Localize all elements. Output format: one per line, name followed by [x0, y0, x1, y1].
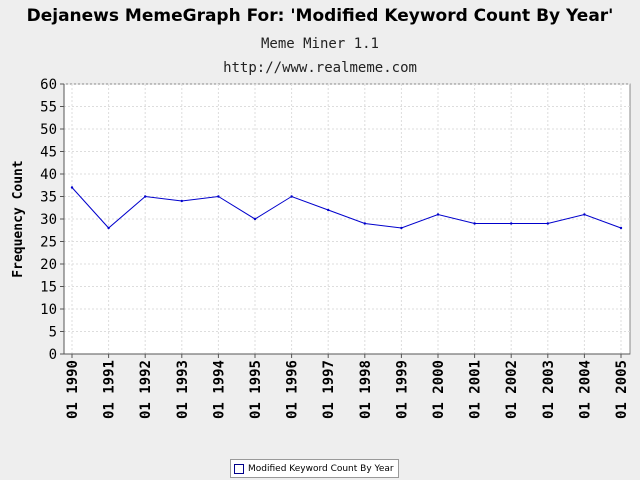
- legend-label: Modified Keyword Count By Year: [248, 463, 394, 474]
- y-axis-label: Frequency Count: [11, 160, 26, 277]
- series-lines: [70, 186, 623, 230]
- x-tick-label-11: 01 2001: [468, 360, 484, 419]
- data-point-0-8: [363, 222, 366, 225]
- data-point-0-9: [400, 226, 403, 230]
- x-tick-label-5: 01 1995: [248, 360, 264, 419]
- x-tick-label-6: 01 1996: [285, 360, 301, 419]
- data-point-0-5: [253, 217, 257, 221]
- grid-lines: [64, 83, 630, 355]
- data-point-0-4: [217, 195, 220, 198]
- x-tick-label-12: 01 2002: [504, 360, 520, 419]
- data-point-0-13: [546, 222, 549, 225]
- x-tick-label-14: 01 2004: [577, 360, 593, 419]
- x-tick-label-9: 01 1999: [394, 360, 410, 419]
- data-point-0-1: [107, 226, 110, 230]
- y-tick-label-11: 55: [40, 100, 57, 116]
- chart-title: Dejanews MemeGraph For: 'Modified Keywor…: [26, 6, 614, 26]
- x-tick-label-0: 01 1990: [65, 360, 81, 419]
- y-tick-label-1: 5: [49, 325, 57, 341]
- y-tick-label-5: 25: [40, 235, 57, 251]
- data-point-0-3: [180, 199, 183, 203]
- x-tick-label-15: 01 2005: [614, 360, 630, 419]
- y-tick-label-4: 20: [40, 257, 57, 273]
- x-tick-label-1: 01 1991: [102, 360, 118, 419]
- x-tick-label-4: 01 1994: [211, 360, 227, 419]
- data-point-0-15: [619, 226, 623, 230]
- x-tick-label-10: 01 2000: [431, 360, 447, 419]
- y-tick-label-0: 0: [49, 347, 57, 363]
- y-tick-label-8: 40: [40, 167, 57, 183]
- data-point-0-10: [436, 213, 440, 216]
- data-point-0-14: [583, 213, 586, 216]
- data-point-0-12: [510, 222, 513, 225]
- chart-subtitle-1: Meme Miner 1.1: [260, 36, 379, 52]
- y-tick-labels: 0 5 10 15 20 25 30 35 40 45 50 55 60: [40, 77, 64, 363]
- data-point-0-7: [327, 208, 330, 212]
- chart-subtitle-2: http://www.realmeme.com: [223, 60, 417, 76]
- legend: Modified Keyword Count By Year: [230, 459, 399, 478]
- x-tick-label-2: 01 1992: [138, 360, 154, 419]
- x-tick-label-13: 01 2003: [541, 360, 557, 419]
- y-tick-label-2: 10: [40, 302, 57, 318]
- y-tick-label-9: 45: [40, 145, 57, 161]
- y-tick-label-10: 50: [40, 122, 57, 138]
- y-tick-label-3: 15: [40, 280, 57, 296]
- plot-area: [63, 83, 631, 355]
- x-tick-label-7: 01 1997: [321, 360, 337, 419]
- data-point-0-6: [290, 195, 293, 198]
- data-point-0-2: [144, 195, 147, 198]
- x-tick-label-8: 01 1998: [358, 360, 374, 419]
- x-tick-label-3: 01 1993: [175, 360, 191, 419]
- data-point-0-0: [70, 186, 74, 189]
- y-tick-label-6: 30: [40, 212, 57, 228]
- data-point-0-11: [473, 222, 476, 225]
- legend-swatch: [234, 463, 244, 474]
- series-line-0: [71, 187, 622, 229]
- y-tick-label-7: 35: [40, 190, 57, 206]
- y-tick-label-12: 60: [40, 77, 57, 93]
- x-tick-labels: 01 1990 01 1991 01 1992 01 1993 01 1994 01 19…: [65, 354, 630, 419]
